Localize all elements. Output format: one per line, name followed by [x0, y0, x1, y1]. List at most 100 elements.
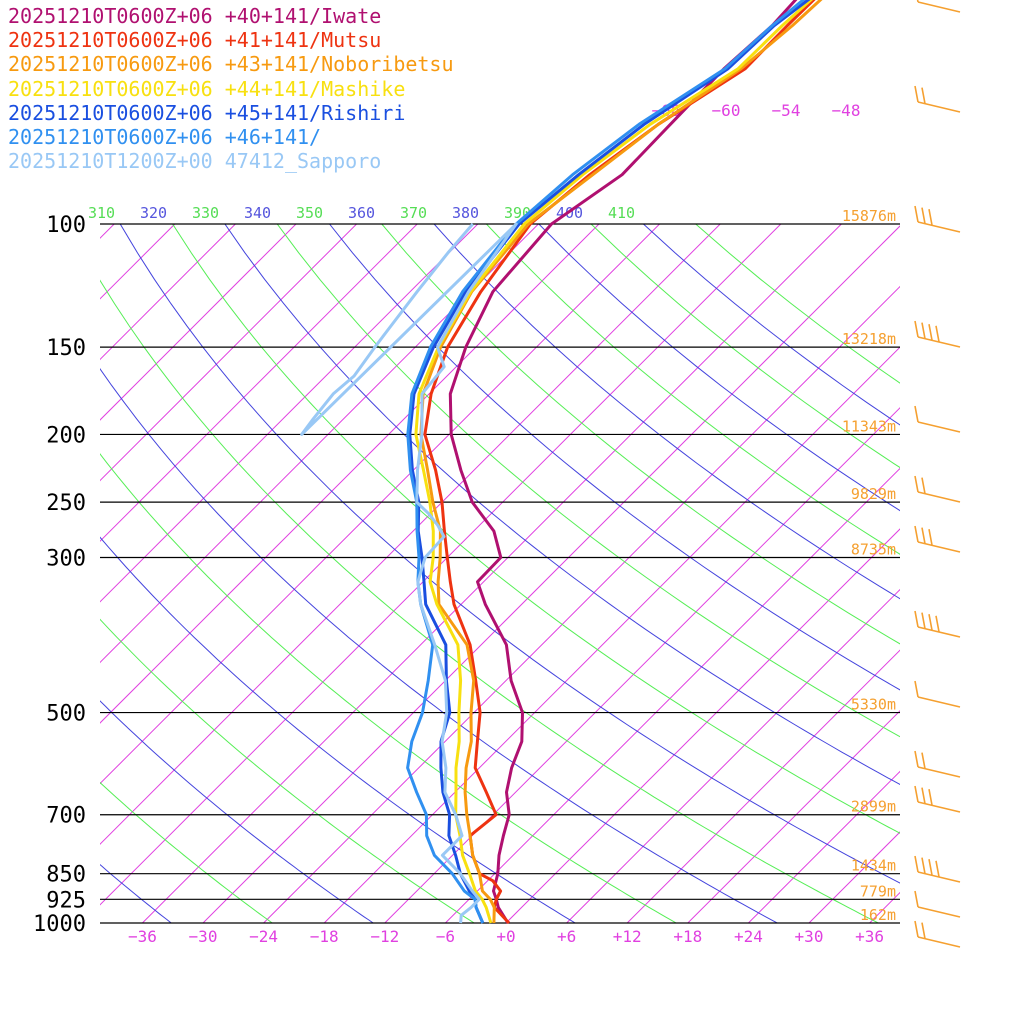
pressure-tick-label: 700 [46, 804, 86, 829]
wind-barb-icon [916, 0, 961, 13]
wind-barb-flag [914, 405, 919, 423]
series-line-46n [406, 0, 806, 924]
temperature-tick-label: +30 [795, 927, 824, 946]
adiabat-label: 340 [244, 204, 271, 222]
upper-temperature-label: −54 [772, 101, 801, 120]
temperature-tick-label: −24 [249, 927, 278, 946]
dry-adiabat-line [590, 224, 900, 469]
wind-barb-flag [914, 750, 919, 768]
isotherm-line [626, 649, 900, 923]
isotherm-line [263, 285, 900, 923]
isotherm-line [100, 224, 418, 542]
height-label: 13218m [842, 330, 896, 348]
pressure-tick-label: 150 [46, 336, 86, 361]
isotherm-line [202, 225, 900, 923]
wind-barb-icon [914, 610, 961, 638]
adiabat-label: 370 [400, 204, 427, 222]
adiabat-label: 310 [88, 204, 115, 222]
dry-adiabat-line [100, 536, 576, 923]
wind-barb-flag [914, 920, 919, 938]
upper-temperature-label: −48 [832, 101, 861, 120]
wind-barb-icon [914, 750, 961, 778]
wind-barb-shaft [917, 421, 961, 433]
wind-barb-flag [921, 857, 926, 874]
series-line-sapporo [300, 222, 518, 924]
wind-barb-icon [914, 475, 961, 503]
adiabat-label: 320 [140, 204, 167, 222]
wind-barb-flag [914, 610, 919, 628]
wind-barb-flag [921, 477, 926, 494]
isotherm-line [100, 224, 660, 785]
wind-barb-flag [921, 787, 926, 804]
temperature-tick-label: −6 [436, 927, 455, 946]
wind-barb-flag [928, 789, 933, 806]
wind-barb-flag [928, 209, 933, 226]
isotherm-line [142, 224, 842, 923]
series-line-rishiri [408, 0, 811, 924]
isotherm-line [323, 346, 900, 923]
pressure-tick-label: 300 [46, 547, 86, 572]
wind-barb-shaft [917, 801, 961, 813]
wind-barb-icon [914, 855, 961, 883]
wind-barb-icon [914, 890, 961, 918]
wind-barb-flag [921, 922, 926, 939]
wind-barb-shaft [917, 221, 961, 233]
height-label: 15876m [842, 207, 896, 225]
pressure-tick-label: 200 [46, 423, 86, 448]
temperature-tick-label: +24 [734, 927, 763, 946]
wind-barb-flag [921, 752, 926, 769]
adiabat-label: 380 [452, 204, 479, 222]
wind-barb-flag [914, 855, 919, 873]
wind-barb-flag [914, 205, 919, 223]
adiabat-label: 360 [348, 204, 375, 222]
wind-barb-icon [914, 405, 961, 433]
legend-entry: 20251210T0600Z+06 +45+141/Rishiri [8, 100, 406, 125]
isotherm-line [100, 224, 479, 603]
temperature-tick-label: −12 [370, 927, 399, 946]
temperature-tick-label: +6 [557, 927, 576, 946]
legend-entry: 20251210T1200Z+00 47412_Sapporo [8, 149, 382, 174]
upper-temperature-label: −60 [712, 101, 741, 120]
wind-barb-flag [935, 615, 940, 632]
wind-barb-shaft [917, 696, 961, 708]
isotherm-line [748, 770, 900, 923]
wind-barb-shaft [917, 906, 961, 918]
wind-barb-flag [914, 680, 919, 698]
height-label: 779m [860, 882, 896, 900]
height-label: 11343m [842, 417, 896, 435]
series-line-noboribetsu [419, 0, 823, 924]
dry-adiabat-line [486, 224, 900, 555]
isotherm-line [384, 407, 900, 923]
wind-barb-flag [928, 614, 933, 631]
isotherm-line [687, 710, 900, 923]
temperature-tick-label: −36 [128, 927, 157, 946]
height-label: 8735m [851, 541, 896, 559]
isotherm-line [566, 588, 900, 923]
adiabat-label: 350 [296, 204, 323, 222]
wind-barb-flag [921, 527, 926, 544]
isotherm-line [869, 891, 900, 923]
pressure-tick-label: 1000 [33, 912, 86, 937]
adiabat-label: 410 [608, 204, 635, 222]
wind-barb-flag [916, 0, 919, 3]
wind-barb-shaft [917, 936, 961, 948]
wind-barb-icon [914, 205, 961, 233]
wind-barb-shaft [917, 766, 961, 778]
wind-barb-shaft [917, 1, 961, 13]
dry-adiabat-line [381, 224, 900, 645]
legend-entry: 20251210T0600Z+06 +40+141/Iwate [8, 4, 382, 28]
wind-barb-flag [921, 322, 926, 339]
wind-barb-flag [928, 324, 933, 341]
wind-barb-icon [914, 920, 961, 948]
temperature-tick-label: +0 [496, 927, 515, 946]
dry-adiabat-line [100, 367, 778, 923]
legend: 20251210T0600Z+06 +40+141/Iwate 20251210T… [8, 4, 454, 173]
height-label: 162m [860, 906, 896, 924]
wind-barb-flag [914, 320, 919, 338]
isotherm-line [100, 224, 357, 482]
dry-adiabat-line [100, 453, 677, 923]
legend-entry: 20251210T0600Z+06 +41+141/Mutsu [8, 28, 382, 53]
pressure-tick-label: 850 [46, 863, 86, 888]
height-label: 2899m [851, 798, 896, 816]
